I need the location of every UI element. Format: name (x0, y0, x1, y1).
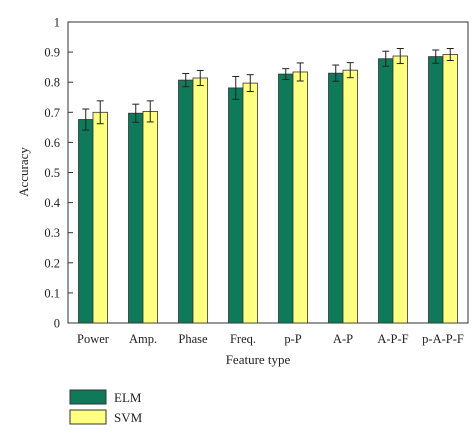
y-tick-label: 0.4 (44, 196, 60, 210)
x-tick-label: p-P (284, 332, 301, 346)
x-tick-label: Phase (178, 332, 208, 346)
y-tick-label: 1 (54, 16, 60, 30)
bar-svm (92, 111, 108, 324)
y-tick-label: 0 (54, 317, 60, 331)
legend: ELM SVM (69, 389, 143, 425)
bar-svm (342, 69, 358, 324)
bar-svm (292, 71, 308, 324)
bar-elm (128, 112, 144, 324)
bar-elm (328, 72, 344, 324)
x-tick-label: Freq. (230, 332, 256, 346)
legend-swatch-svm (69, 409, 107, 425)
plot-area: 0 0.1 0.2 0.3 0.4 0.5 0.6 0.7 0.8 0.9 1 Power Amp. Ph… (44, 16, 469, 346)
bar-elm (228, 87, 244, 324)
legend-label-elm: ELM (114, 390, 142, 405)
x-tick-label: A-P (333, 332, 353, 346)
x-tick-label: p-A-P-F (422, 332, 464, 346)
y-tick-label: 0.8 (44, 76, 60, 90)
x-tick-label: A-P-F (377, 332, 408, 346)
y-tick-label: 0.3 (44, 226, 60, 240)
y-tick-label: 0.1 (44, 286, 60, 300)
bar-svm (442, 54, 458, 324)
y-tick-label: 0.7 (44, 106, 60, 120)
plot-frame (67, 21, 469, 324)
bar-elm (428, 56, 444, 324)
y-axis-title: Accuracy (16, 147, 31, 197)
bar-svm (142, 110, 158, 324)
y-tick-label: 0.6 (44, 136, 60, 150)
bar-elm (178, 79, 194, 324)
bar-svm (192, 77, 208, 324)
legend-swatch-elm (69, 389, 107, 405)
y-tick-label: 0.5 (44, 166, 60, 180)
x-tick-label: Power (77, 332, 110, 346)
x-tick-label: Amp. (129, 332, 157, 346)
bar-elm (78, 119, 94, 324)
legend-label-svm: SVM (114, 410, 143, 425)
y-tick-label: 0.2 (44, 256, 60, 270)
x-axis-title: Feature type (226, 352, 291, 367)
bar-svm (242, 82, 258, 324)
y-tick-label: 0.9 (44, 46, 60, 60)
bar-elm (378, 58, 394, 324)
bar-svm (392, 55, 408, 324)
bar-elm (278, 73, 294, 324)
